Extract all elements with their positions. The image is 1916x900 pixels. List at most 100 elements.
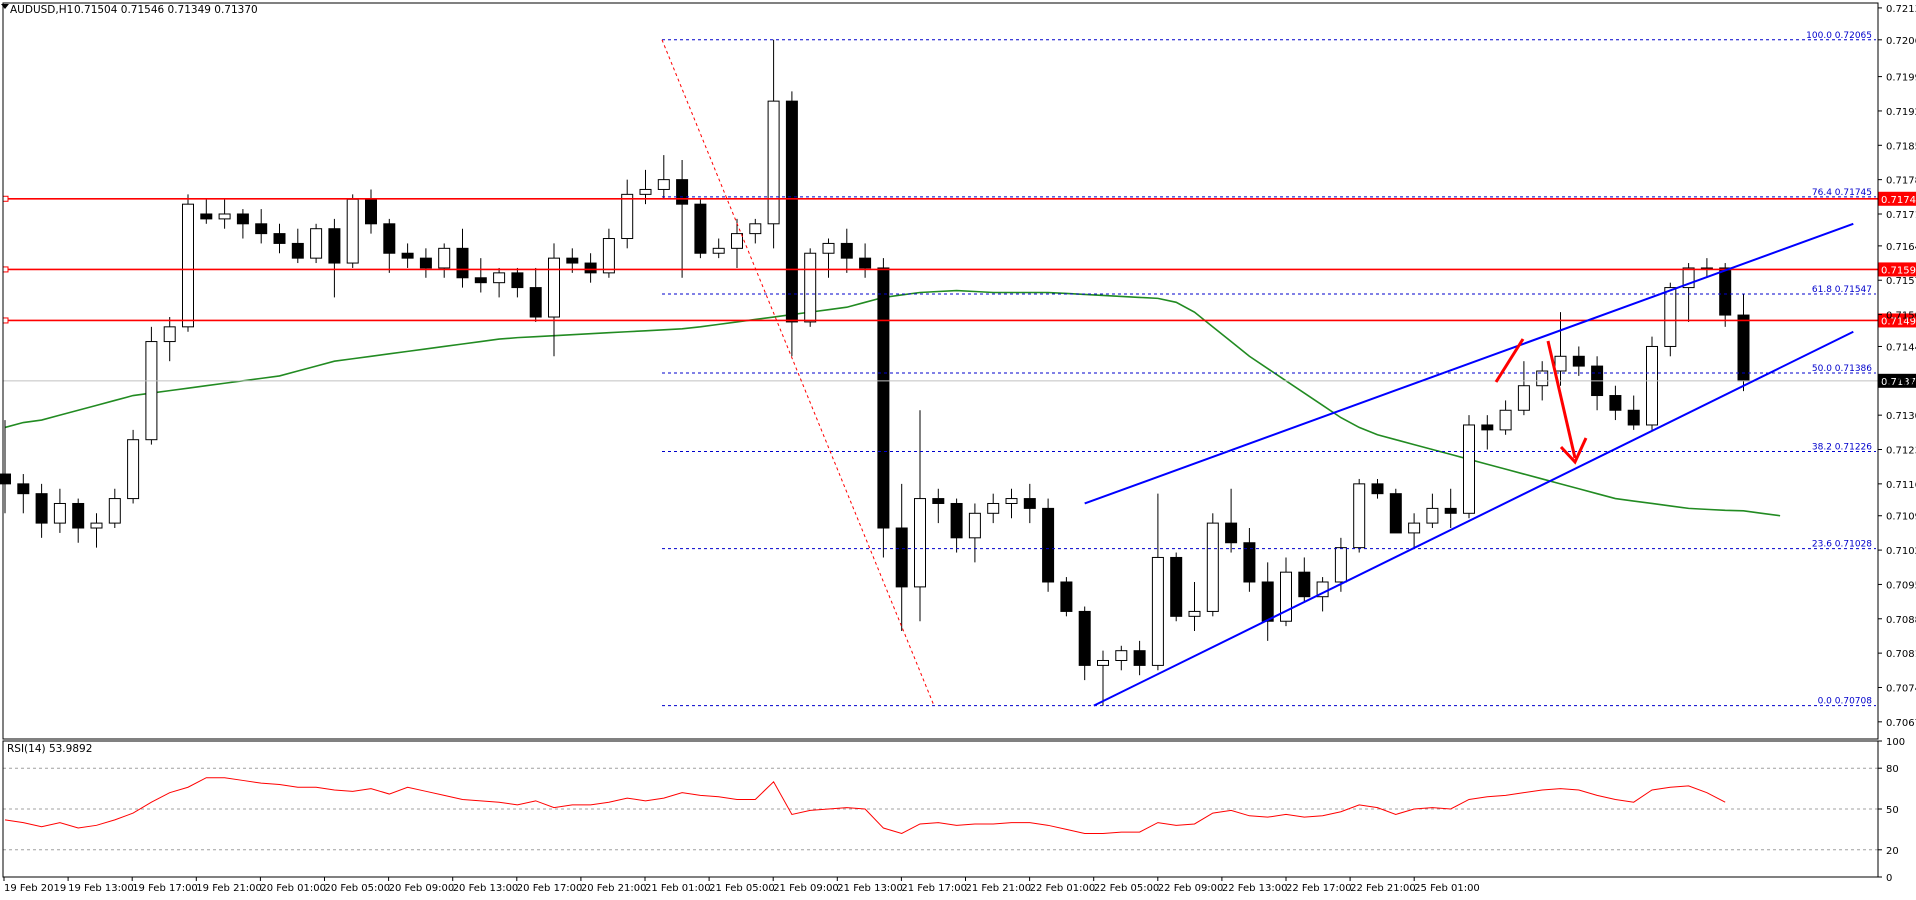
candle-body [1572, 355, 1585, 367]
candle [712, 238, 725, 259]
candle [474, 258, 487, 293]
candle [657, 155, 670, 200]
candle [236, 209, 249, 239]
candle [932, 488, 945, 524]
candle-body [511, 272, 524, 289]
price-tick-label: 0.70955 [1886, 580, 1916, 591]
candle [1133, 640, 1146, 676]
candle-body [712, 247, 725, 254]
candle [53, 488, 66, 533]
candle [328, 218, 341, 298]
candle [1188, 581, 1201, 632]
candle-body [602, 238, 615, 274]
price-tick-label: 0.71710 [1886, 210, 1916, 221]
candle-body [1444, 507, 1457, 514]
candle-body [108, 498, 121, 524]
candle-body [1225, 522, 1238, 544]
candle-body [310, 228, 323, 259]
price-tick-label: 0.70675 [1886, 718, 1916, 729]
candle [767, 39, 780, 249]
collapse-triangle-icon[interactable] [1, 4, 9, 9]
candle-body [877, 267, 890, 529]
current-price-box [1878, 373, 1916, 388]
candle-body [1646, 345, 1658, 426]
level-handle [2, 266, 9, 273]
candle [401, 243, 414, 268]
candle [1463, 415, 1475, 519]
rsi-line [4, 777, 1726, 835]
candle [804, 248, 817, 327]
price-tick-label: 0.71440 [1886, 342, 1916, 353]
candle-body [1389, 493, 1402, 534]
candle [273, 223, 286, 254]
time-tick-label: 21 Feb 09:00 [773, 883, 839, 894]
price-tick-label: 0.71990 [1886, 73, 1916, 84]
candle-body [621, 193, 634, 240]
candle [0, 420, 11, 514]
annotation-lines-layer: 0.71741 0.71597 0.71493 0.71370 100.0 0.7206… [2, 31, 1916, 707]
candle [182, 194, 194, 332]
candle-body [328, 228, 341, 264]
candle-body [236, 213, 249, 225]
candle [1481, 415, 1494, 450]
candle-body [291, 242, 304, 259]
time-tick-label: 20 Feb 01:00 [260, 883, 326, 894]
candle [1389, 488, 1402, 534]
channel-resistance-line [1084, 222, 1854, 505]
time-tick-label: 22 Feb 21:00 [1350, 883, 1416, 894]
rsi-panel-layer: 100 80 50 20 0 [3, 737, 1905, 884]
candle [1060, 577, 1073, 617]
candle-body [438, 247, 451, 269]
fib-level-label: 61.8 0.71547 [1812, 285, 1872, 295]
candle-body [127, 439, 140, 500]
candle-body [365, 198, 377, 225]
candle [1646, 336, 1658, 430]
candle-body [273, 233, 286, 244]
candle-body [182, 203, 194, 328]
candle-body [657, 179, 670, 190]
candle-body [346, 198, 359, 264]
candle-body [1463, 424, 1475, 514]
candle [621, 179, 634, 249]
candle [1334, 537, 1347, 592]
candle [108, 488, 121, 529]
candle [676, 160, 689, 278]
candle [1042, 498, 1055, 592]
time-tick-label: 20 Feb 17:00 [517, 883, 583, 894]
candle-body [914, 498, 926, 588]
candle-body [932, 498, 945, 504]
rsi-tick-label: 50 [1886, 805, 1899, 816]
candle-body [1298, 571, 1311, 598]
candle-body [1664, 287, 1677, 347]
price-tick-label: 0.71505 [1886, 311, 1916, 322]
price-tick-label: 0.72065 [1886, 36, 1916, 47]
candle-body [72, 502, 85, 529]
time-tick-label: 19 Feb 17:00 [132, 883, 198, 894]
candle [511, 267, 524, 298]
candle [72, 498, 85, 543]
fib-level-label: 38.2 0.71226 [1812, 442, 1872, 452]
candle-body [218, 213, 231, 220]
candle-body [1408, 522, 1421, 534]
candle-body [1280, 571, 1292, 622]
price-tick-label: 0.71025 [1886, 546, 1916, 557]
candle-body [676, 179, 689, 205]
candle [200, 199, 213, 224]
candle-body [767, 100, 780, 225]
time-tick-label: 22 Feb 01:00 [1030, 883, 1096, 894]
candle-body [474, 277, 487, 284]
candle-body [1499, 409, 1512, 431]
candle [1664, 282, 1677, 357]
candle [17, 474, 30, 514]
candle-body [987, 502, 1000, 514]
candle-body [548, 257, 560, 318]
time-tick-label: 20 Feb 09:00 [389, 883, 455, 894]
time-tick-label: 22 Feb 17:00 [1286, 883, 1352, 894]
candle-body [1353, 483, 1366, 549]
candle [1097, 650, 1109, 706]
time-tick-label: 22 Feb 13:00 [1222, 883, 1288, 894]
axes-layer: 0.721300.720650.719900.719200.718500.717… [2, 2, 1916, 878]
